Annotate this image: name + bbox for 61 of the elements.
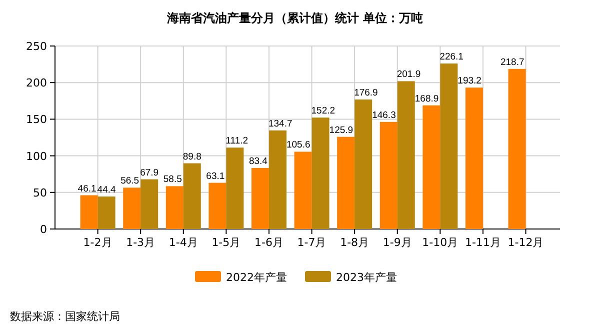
data-label: 56.5 bbox=[120, 176, 140, 187]
data-label: 201.9 bbox=[396, 69, 421, 80]
data-label: 152.2 bbox=[311, 106, 336, 117]
y-tick-label: 250 bbox=[26, 40, 47, 53]
data-label: 146.3 bbox=[372, 110, 396, 121]
data-label: 193.2 bbox=[458, 76, 482, 87]
x-tick-label: 1-9月 bbox=[382, 236, 412, 249]
data-label: 83.4 bbox=[248, 156, 268, 167]
y-tick-label: 100 bbox=[26, 150, 47, 163]
data-label: 63.1 bbox=[206, 170, 225, 182]
bar bbox=[166, 186, 184, 229]
bar bbox=[140, 179, 158, 229]
y-tick-label: 0 bbox=[40, 223, 47, 236]
bar bbox=[251, 168, 269, 229]
x-tick-label: 1-4月 bbox=[168, 236, 198, 249]
bar bbox=[465, 88, 483, 229]
legend-label: 2023年产量 bbox=[336, 271, 397, 284]
x-tick-label: 1-5月 bbox=[212, 236, 241, 249]
data-label: 226.1 bbox=[440, 51, 464, 62]
x-tick-label: 1-8月 bbox=[340, 236, 370, 249]
bar bbox=[354, 100, 372, 229]
data-label: 58.5 bbox=[163, 174, 182, 186]
data-label: 67.9 bbox=[140, 167, 159, 178]
bar bbox=[226, 148, 244, 229]
bar bbox=[312, 118, 330, 229]
data-label: 111.2 bbox=[226, 136, 248, 147]
y-tick-label: 200 bbox=[26, 76, 47, 90]
data-label: 105.6 bbox=[286, 140, 310, 151]
y-tick-label: 50 bbox=[33, 186, 47, 200]
bar bbox=[80, 195, 98, 229]
x-tick-label: 1-12月 bbox=[508, 236, 544, 249]
x-tick-label: 1-10月 bbox=[422, 236, 458, 249]
bar bbox=[337, 136, 355, 229]
bar bbox=[294, 152, 312, 229]
x-tick-label: 1-7月 bbox=[297, 236, 326, 249]
bar bbox=[268, 130, 286, 229]
data-label: 168.9 bbox=[414, 93, 439, 104]
data-label: 46.1 bbox=[78, 183, 96, 194]
data-label: 218.7 bbox=[500, 56, 524, 68]
source-note: 数据来源：国家统计局 bbox=[10, 310, 120, 323]
data-label: 44.4 bbox=[97, 184, 116, 196]
bar bbox=[440, 63, 458, 229]
legend-label: 2022年产量 bbox=[226, 271, 287, 284]
bar bbox=[380, 122, 398, 229]
x-tick-label: 1-2月 bbox=[83, 236, 112, 249]
data-label: 176.9 bbox=[354, 88, 378, 99]
y-tick-label: 150 bbox=[26, 113, 47, 126]
data-label: 89.8 bbox=[182, 151, 202, 162]
bar bbox=[397, 81, 415, 229]
bar bbox=[208, 182, 226, 229]
bar bbox=[508, 68, 526, 229]
x-tick-label: 1-11月 bbox=[464, 236, 501, 249]
bar bbox=[98, 196, 116, 229]
data-label: 125.9 bbox=[329, 124, 354, 136]
bar bbox=[183, 163, 201, 229]
x-tick-label: 1-3月 bbox=[126, 236, 156, 249]
data-label: 134.7 bbox=[268, 118, 292, 130]
bar bbox=[123, 188, 141, 229]
chart-title: 海南省汽油产量分月（累计值）统计 单位：万吨 bbox=[166, 11, 424, 25]
bar bbox=[422, 105, 440, 229]
x-tick-label: 1-6月 bbox=[254, 236, 284, 249]
